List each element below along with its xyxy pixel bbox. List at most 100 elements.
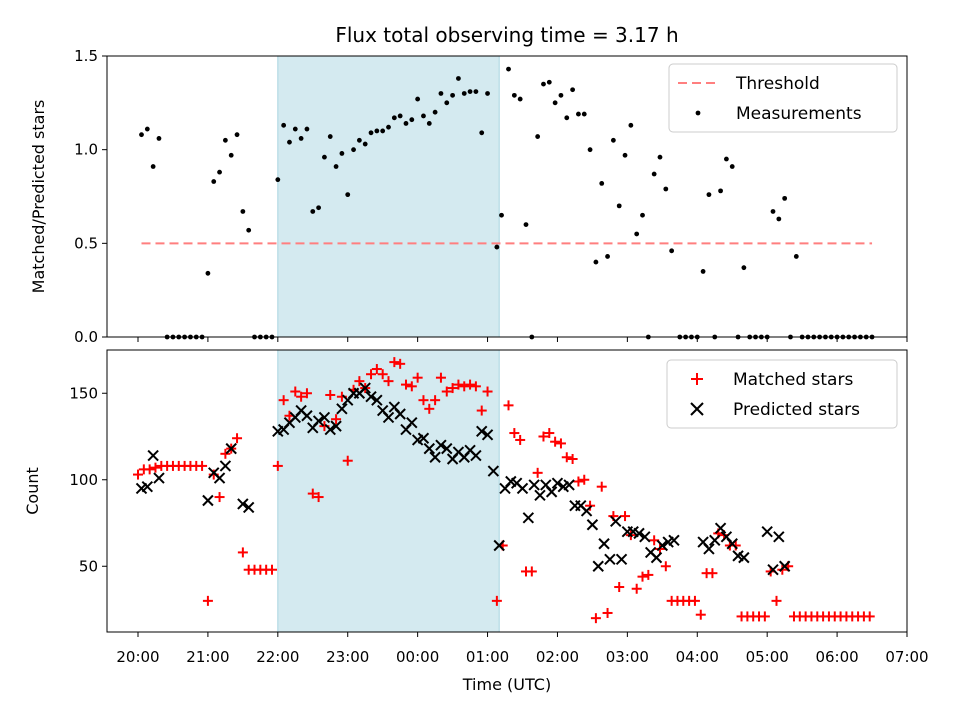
predicted-star-point bbox=[423, 442, 435, 455]
measurement-point bbox=[333, 164, 339, 169]
predicted-star-mark-b bbox=[627, 525, 639, 538]
predicted-star-point bbox=[202, 494, 214, 507]
predicted-star-mark-b bbox=[586, 519, 599, 531]
predicted-star-point bbox=[417, 432, 430, 444]
matched-star-point bbox=[237, 547, 248, 558]
predicted-star-point bbox=[726, 538, 738, 550]
predicted-star-mark-b bbox=[301, 410, 313, 422]
measurement-point bbox=[316, 205, 321, 211]
predicted-star-point bbox=[656, 539, 669, 552]
predicted-star-mark-b bbox=[528, 479, 540, 491]
x-tick-label: 05:00 bbox=[746, 648, 789, 666]
legend-measurement-label: Measurements bbox=[736, 104, 862, 124]
predicted-star-point bbox=[153, 472, 165, 484]
matched-star-point bbox=[435, 372, 446, 383]
x-tick-label: 07:00 bbox=[885, 648, 928, 666]
matched-star-point bbox=[278, 395, 289, 406]
y-tick-label: 0.5 bbox=[74, 234, 98, 252]
matched-star-point bbox=[232, 433, 243, 444]
matched-star-point bbox=[689, 595, 700, 606]
predicted-star-mark-b bbox=[365, 391, 377, 403]
measurement-point bbox=[304, 126, 310, 132]
y-tick-label: 100 bbox=[69, 471, 98, 489]
predicted-star-mark-b bbox=[441, 442, 453, 455]
predicted-star-mark-b bbox=[778, 560, 791, 572]
measurement-point bbox=[380, 128, 386, 134]
x-tick-label: 04:00 bbox=[676, 648, 719, 666]
matched-star-point bbox=[596, 481, 607, 492]
top-panel: 0.0 0.5 1.0 1.5 Matched/Predicted stars Thres… bbox=[29, 47, 908, 346]
predicted-star-point bbox=[714, 522, 727, 534]
matched-star-point bbox=[491, 595, 502, 606]
matched-star-point bbox=[759, 611, 770, 622]
x-axis-label: Time (UTC) bbox=[462, 675, 551, 694]
predicted-star-mark-b bbox=[709, 534, 721, 547]
predicted-star-mark-b bbox=[371, 394, 383, 406]
observing-window-band bbox=[277, 56, 500, 337]
predicted-star-point bbox=[528, 479, 540, 491]
matched-star-point bbox=[465, 379, 476, 390]
predicted-star-mark-b bbox=[470, 449, 482, 462]
matched-star-point bbox=[637, 571, 648, 582]
predicted-star-point bbox=[586, 519, 599, 531]
x-tick-label: 03:00 bbox=[606, 648, 649, 666]
predicted-star-point bbox=[141, 480, 154, 493]
predicted-star-mark-b bbox=[761, 525, 773, 538]
predicted-star-mark-b bbox=[732, 550, 744, 562]
matched-star-point bbox=[470, 381, 481, 392]
predicted-star-mark-b bbox=[598, 538, 610, 550]
matched-star-point bbox=[430, 395, 441, 406]
matched-star-point bbox=[296, 391, 307, 402]
matched-star-point bbox=[377, 369, 388, 380]
top-axes-frame bbox=[106, 55, 908, 338]
predicted-star-point bbox=[516, 482, 529, 495]
matched-star-point bbox=[573, 476, 584, 487]
measurement-point bbox=[700, 269, 706, 274]
measurement-point bbox=[657, 154, 663, 160]
predicted-star-point bbox=[487, 465, 500, 477]
measurement-point bbox=[776, 216, 782, 222]
predicted-star-point bbox=[598, 538, 610, 550]
legend-measurement-swatch bbox=[695, 110, 701, 116]
legend-predicted-label: Predicted stars bbox=[733, 400, 860, 420]
predicted-star-point bbox=[406, 416, 418, 429]
predicted-star-mark-b bbox=[225, 442, 237, 455]
x-tick-label: 02:00 bbox=[536, 648, 579, 666]
predicted-star-mark-b bbox=[726, 538, 738, 550]
predicted-star-point bbox=[639, 531, 651, 543]
predicted-star-mark-b bbox=[633, 527, 645, 540]
measurement-point bbox=[651, 171, 657, 177]
matched-star-point bbox=[620, 511, 631, 522]
predicted-star-point bbox=[481, 429, 494, 441]
y-tick-label: 150 bbox=[69, 384, 98, 402]
matched-star-point bbox=[424, 403, 435, 414]
matched-star-point bbox=[395, 358, 406, 369]
predicted-star-point bbox=[551, 477, 564, 489]
predicted-star-mark-b bbox=[452, 446, 465, 458]
predicted-star-mark-b bbox=[703, 543, 715, 555]
measurement-point bbox=[444, 100, 450, 106]
predicted-star-point bbox=[213, 472, 226, 484]
predicted-star-point bbox=[668, 534, 680, 547]
measurement-point bbox=[634, 231, 640, 237]
measurement-point bbox=[564, 115, 570, 121]
matched-star-point bbox=[331, 414, 342, 425]
measurement-point bbox=[718, 188, 723, 194]
measurement-point bbox=[222, 137, 228, 143]
predicted-star-mark-b bbox=[563, 479, 575, 491]
measurement-point bbox=[610, 137, 616, 143]
measurement-point bbox=[356, 137, 362, 143]
measurement-point bbox=[640, 212, 645, 218]
measurement-point bbox=[558, 92, 564, 98]
measurement-point bbox=[467, 89, 473, 94]
predicted-star-mark-b bbox=[318, 411, 331, 424]
predicted-star-point bbox=[312, 415, 325, 427]
predicted-star-mark-b bbox=[324, 423, 336, 436]
predicted-star-mark-b bbox=[336, 403, 348, 415]
measurement-point bbox=[494, 244, 500, 250]
matched-star-point bbox=[290, 386, 301, 397]
predicted-star-mark-b bbox=[213, 472, 226, 484]
predicted-star-mark-b bbox=[242, 501, 255, 514]
measurement-point bbox=[374, 128, 380, 134]
measurement-point bbox=[327, 134, 333, 139]
